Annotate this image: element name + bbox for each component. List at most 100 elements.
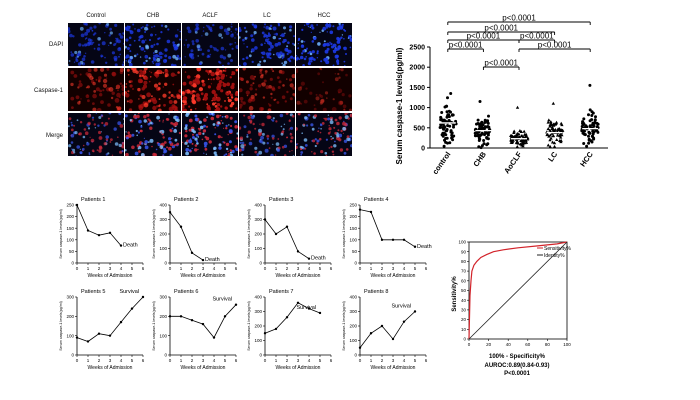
patient-x-tick-label: 0 xyxy=(169,266,172,271)
scatter-category-label: LC xyxy=(546,150,559,164)
roc-y-tick-label: 90 xyxy=(461,249,467,254)
scatter-point xyxy=(443,138,446,142)
patient-y-tick-label: 100 xyxy=(159,246,167,251)
patient-x-tick-label: 4 xyxy=(120,266,123,271)
tile-merge-aclf xyxy=(182,113,238,156)
scatter-point xyxy=(514,135,518,139)
patient-x-tick-label: 2 xyxy=(381,358,384,363)
patient-x-tick-label: 5 xyxy=(414,358,417,363)
scatter-point xyxy=(454,119,458,123)
scatter-point xyxy=(548,128,552,132)
scatter-point xyxy=(514,141,519,145)
patient-y-tick-label: 200 xyxy=(349,324,357,329)
roc-x-axis-label: 100% - Specificity% xyxy=(489,354,546,360)
roc-y-axis-label: Sensitivity% xyxy=(452,276,458,312)
patient-series-line xyxy=(76,204,122,246)
patient-y-tick-label: 100 xyxy=(254,338,262,343)
scatter-point xyxy=(445,104,449,108)
patient-data-point xyxy=(201,258,205,262)
patient-chart-5: Patients 5 0 100 200 300 0 1 2 3 4 5 6 Weeks of Admi… xyxy=(59,289,145,371)
scatter-point xyxy=(482,142,486,146)
patient-outcome-label: Death xyxy=(311,256,326,262)
patient-y-tick-label: 250 xyxy=(66,203,74,208)
scatter-point xyxy=(442,144,446,148)
patient-y-tick-label: 200 xyxy=(254,324,262,329)
patient-x-tick-label: 5 xyxy=(319,266,322,271)
patient-y-tick-label: 400 xyxy=(254,203,262,208)
significance-label: p<0.0001 xyxy=(484,24,518,33)
patient-chart-3: Patients 3 0 100 200 300 400 0 1 2 3 4 5 6 Weeks of A… xyxy=(247,197,333,279)
patient-chart-4: Patients 4 0 50 100 150 200 250 0 1 2 3 4 5 6 Weeks of… xyxy=(342,197,432,279)
patient-x-tick-label: 0 xyxy=(264,358,267,363)
scatter-point xyxy=(484,131,488,135)
patient-data-point xyxy=(380,238,384,241)
scatter-y-tick-label: 0 xyxy=(421,146,425,153)
patient-y-tick-label: 100 xyxy=(349,237,357,242)
patient-outcome-label: Death xyxy=(205,257,220,263)
patient-data-point xyxy=(307,307,311,310)
tile-merge-chb xyxy=(125,113,181,156)
roc-x-tick-label: 100 xyxy=(563,342,571,347)
patient-x-tick-label: 3 xyxy=(297,358,300,363)
patient-x-tick-label: 1 xyxy=(275,358,278,363)
scatter-point xyxy=(486,137,490,141)
scatter-point xyxy=(588,131,592,135)
patient-x-tick-label: 6 xyxy=(330,358,333,363)
patient-x-tick-label: 6 xyxy=(142,358,145,363)
patient-data-point xyxy=(307,257,311,260)
patient-x-tick-label: 3 xyxy=(202,358,205,363)
scatter-point xyxy=(524,134,529,138)
patient-x-tick-label: 2 xyxy=(191,266,194,271)
patient-series-line xyxy=(264,219,310,260)
patient-y-axis-label: Serum caspase-1 levels(pg/ml) xyxy=(152,301,156,351)
patient-data-point xyxy=(318,311,322,315)
patient-y-tick-label: 0 xyxy=(164,261,167,266)
scatter-point xyxy=(594,115,597,119)
scatter-y-tick-label: 2500 xyxy=(409,45,425,52)
significance-label: p<0.0001 xyxy=(467,32,501,41)
patient-outcome-label: Survival xyxy=(119,289,139,295)
patient-x-tick-label: 3 xyxy=(392,358,395,363)
patient-x-tick-label: 6 xyxy=(425,266,428,271)
patient-x-tick-label: 6 xyxy=(235,266,238,271)
roc-y-tick-label: 60 xyxy=(461,278,467,283)
scatter-point xyxy=(480,120,484,124)
scatter-point xyxy=(590,110,594,114)
scatter-point xyxy=(548,133,552,137)
patient-x-tick-label: 3 xyxy=(109,266,112,271)
patient-y-tick-label: 100 xyxy=(66,333,74,338)
patient-y-tick-label: 200 xyxy=(66,214,74,219)
scatter-point xyxy=(447,113,451,117)
patient-y-tick-label: 50 xyxy=(69,249,75,254)
roc-y-tick-label: 30 xyxy=(461,308,467,313)
column-label-control: Control xyxy=(86,13,106,19)
caspase1-scatter-plot: Serum caspase-1 levels(pg/ml) 0 500 1000 15… xyxy=(395,14,608,176)
scatter-point xyxy=(482,139,486,142)
tile-merge-lc xyxy=(239,113,295,156)
tile-merge-hcc xyxy=(296,113,352,156)
significance-bracket: p<0.0001 xyxy=(447,24,556,35)
column-label-lc: LC xyxy=(263,13,271,19)
patient-x-tick-label: 0 xyxy=(359,358,362,363)
scatter-point xyxy=(480,131,484,135)
significance-label: p<0.0001 xyxy=(538,41,572,50)
scatter-point xyxy=(546,120,550,124)
scatter-point xyxy=(587,141,591,145)
scatter-point xyxy=(582,132,586,136)
scatter-point xyxy=(590,140,594,144)
patient-chart-title: Patients 8 xyxy=(364,289,388,295)
scatter-series-chb xyxy=(473,100,492,150)
patient-x-tick-label: 2 xyxy=(286,358,289,363)
scatter-point xyxy=(452,123,456,127)
scatter-point xyxy=(593,118,597,122)
scatter-point xyxy=(451,113,455,117)
patient-x-tick-label: 0 xyxy=(359,266,362,271)
scatter-point xyxy=(445,115,449,119)
roc-legend-entry: Identity% xyxy=(537,253,565,259)
row-label-caspase1: Caspase-1 xyxy=(33,88,63,94)
scatter-point xyxy=(522,129,526,133)
roc-x-tick-label: 0 xyxy=(468,342,471,347)
patient-chart-title: Patients 2 xyxy=(174,197,198,203)
patient-y-tick-label: 0 xyxy=(71,261,74,266)
patient-x-tick-label: 2 xyxy=(98,358,101,363)
